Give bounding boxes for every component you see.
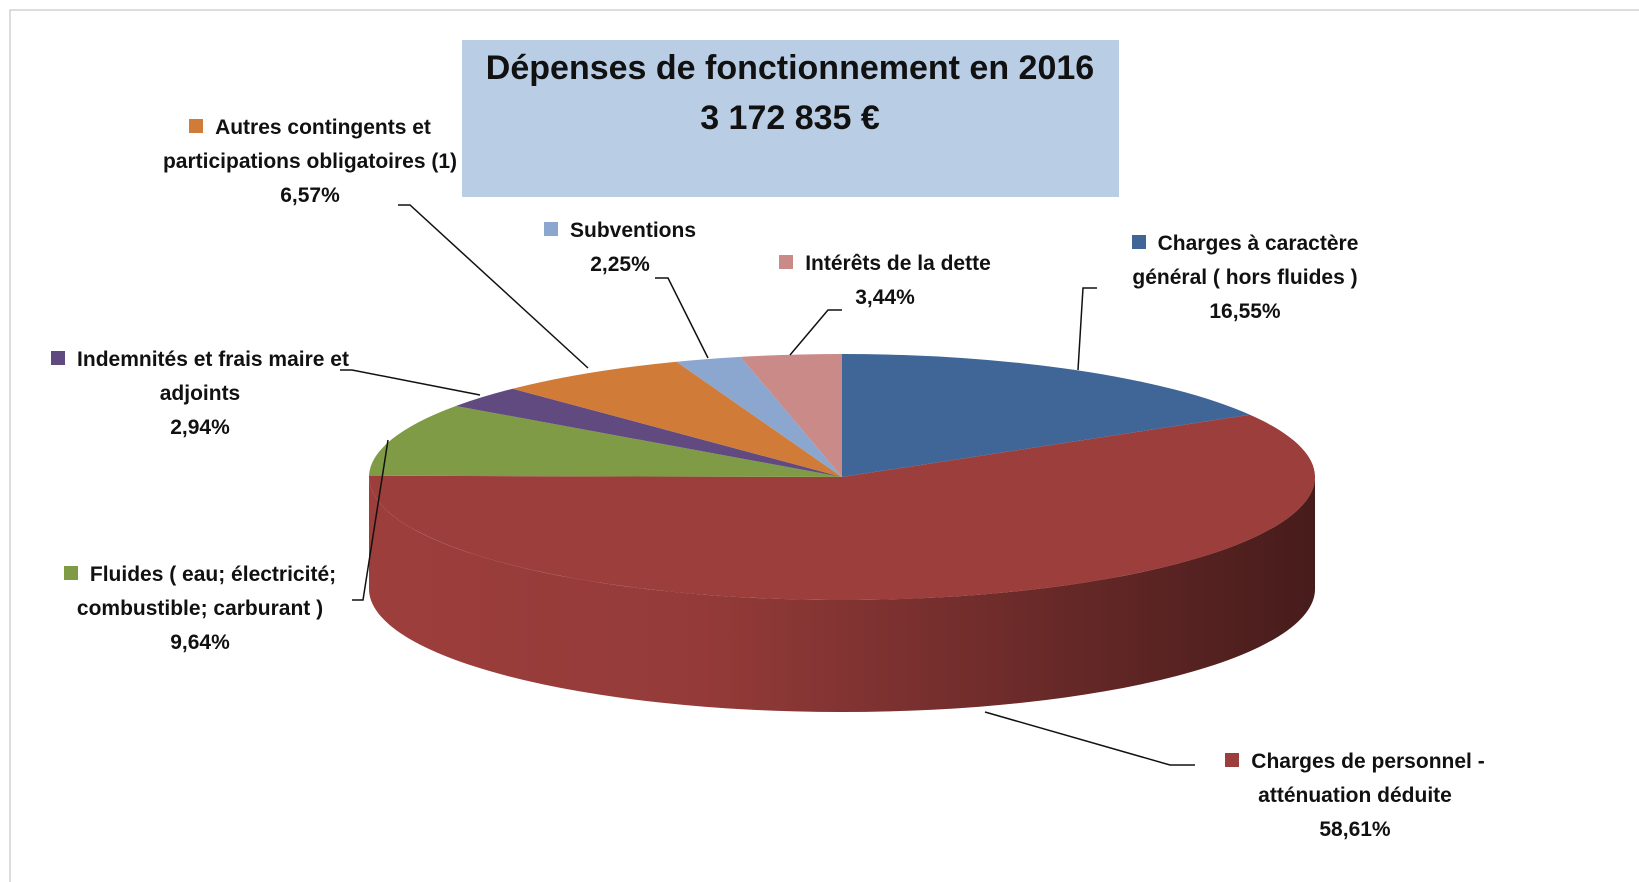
- category-label: Charges à caractère général ( hors fluid…: [1132, 232, 1359, 289]
- chart-subtitle: 3 172 835 €: [700, 99, 880, 137]
- legend-marker: [779, 255, 794, 269]
- legend-marker: [1225, 753, 1240, 767]
- value-label: 16,55%: [1209, 300, 1281, 323]
- slice-label: Charges à caractère général ( hors fluid…: [1100, 227, 1390, 329]
- leader-line: [789, 309, 842, 356]
- value-label: 6,57%: [280, 184, 340, 207]
- slice: [740, 354, 842, 477]
- slice-label: Charges de personnel - atténuation dédui…: [1195, 745, 1515, 847]
- slice: [369, 405, 842, 477]
- leader-line: [1077, 287, 1097, 371]
- legend-marker: [543, 222, 558, 236]
- category-label: Fluides ( eau; électricité; combustible;…: [76, 563, 337, 620]
- slice: [676, 356, 842, 477]
- value-label: 2,25%: [590, 253, 650, 276]
- legend-marker: [1131, 235, 1146, 249]
- category-label: Charges de personnel - atténuation dédui…: [1251, 750, 1485, 807]
- slice-label: Subventions 2,25%: [515, 214, 725, 282]
- category-label: Subventions: [569, 219, 696, 242]
- leader-line: [352, 439, 389, 601]
- slice-label: Autres contingents et participations obl…: [160, 111, 460, 213]
- value-label: 9,64%: [170, 631, 230, 654]
- leader-line: [984, 711, 1195, 766]
- slice: [455, 388, 842, 477]
- leader-line: [398, 204, 589, 369]
- category-label: Intérêts de la dette: [805, 252, 991, 275]
- leader-line: [655, 277, 709, 359]
- category-label: Indemnités et frais maire et adjoints: [77, 348, 349, 405]
- slice-side-shade: [369, 477, 1315, 712]
- slice-label: Indemnités et frais maire et adjoints 2,9…: [25, 343, 375, 445]
- legend-marker: [63, 566, 78, 580]
- chart-title: Dépenses de fonctionnement en 2016: [486, 49, 1094, 87]
- slice-label: Fluides ( eau; électricité; combustible;…: [30, 558, 370, 660]
- slice: [842, 354, 1250, 477]
- slice: [369, 414, 1316, 600]
- legend-marker: [51, 351, 66, 365]
- value-label: 58,61%: [1319, 818, 1391, 841]
- leader-line: [340, 369, 481, 396]
- slice: [512, 361, 842, 477]
- legend-marker: [189, 119, 204, 133]
- slice-label: Intérêts de la dette 3,44%: [745, 247, 1025, 315]
- title-box: [462, 40, 1119, 197]
- value-label: 3,44%: [855, 286, 915, 309]
- chart-border: [9, 9, 1639, 882]
- category-label: Autres contingents et participations obl…: [162, 116, 458, 173]
- value-label: 2,94%: [170, 416, 230, 439]
